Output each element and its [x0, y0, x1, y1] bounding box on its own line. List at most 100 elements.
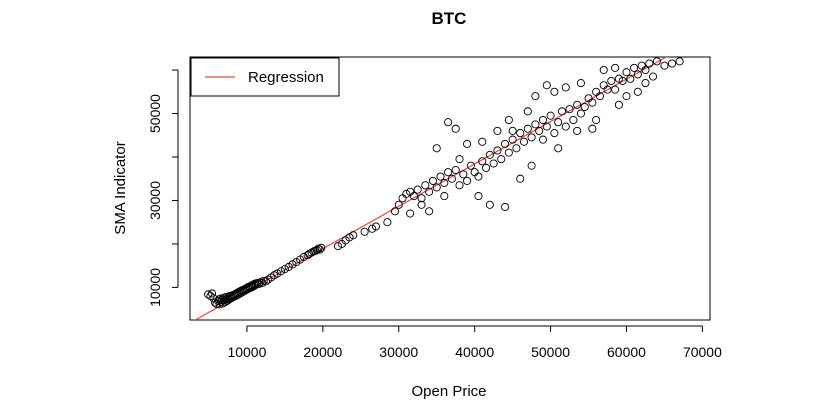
- x-tick-label: 20000: [303, 344, 342, 360]
- data-point: [463, 176, 472, 185]
- data-point: [519, 137, 529, 146]
- data-point: [345, 233, 354, 242]
- data-point: [317, 243, 326, 252]
- data-point: [478, 157, 487, 166]
- data-point: [314, 244, 323, 253]
- data-point: [633, 87, 642, 96]
- data-point: [618, 76, 627, 85]
- data-point: [573, 126, 582, 135]
- data-point: [432, 183, 441, 192]
- data-point: [444, 118, 453, 127]
- data-point: [569, 115, 578, 125]
- data-point: [599, 65, 608, 75]
- data-point: [588, 124, 597, 133]
- data-point: [561, 122, 570, 131]
- data-point: [277, 267, 286, 276]
- data-point: [614, 100, 623, 109]
- data-point: [573, 100, 582, 109]
- legend: Regression: [190, 57, 340, 97]
- data-point: [527, 133, 536, 142]
- points-layer: [204, 57, 684, 309]
- data-point: [417, 194, 426, 203]
- data-point: [660, 61, 669, 70]
- data-point: [611, 63, 620, 72]
- x-tick-label: 40000: [455, 344, 494, 360]
- data-point: [595, 92, 604, 101]
- data-point: [280, 265, 289, 274]
- data-point: [455, 181, 464, 190]
- data-point: [489, 159, 498, 168]
- data-point: [580, 102, 589, 112]
- data-point: [307, 248, 316, 257]
- data-point: [554, 118, 563, 127]
- data-point: [576, 79, 585, 88]
- data-point: [652, 57, 661, 66]
- data-point: [333, 242, 343, 251]
- data-point: [523, 124, 532, 133]
- data-point: [637, 61, 646, 70]
- data-point: [630, 63, 639, 72]
- data-point: [611, 85, 620, 94]
- data-point: [626, 74, 635, 83]
- data-point: [390, 207, 400, 216]
- data-point: [474, 172, 483, 181]
- data-point: [258, 278, 267, 288]
- data-point: [402, 189, 411, 198]
- data-point: [440, 179, 449, 188]
- data-point: [531, 92, 540, 101]
- data-point: [527, 161, 536, 170]
- y-tick-label: 30000: [147, 181, 163, 220]
- data-point: [607, 76, 616, 85]
- data-point: [504, 148, 513, 157]
- data-point: [409, 192, 418, 201]
- data-point: [474, 192, 483, 201]
- data-point: [394, 200, 403, 209]
- data-point: [451, 124, 460, 133]
- data-point: [542, 81, 551, 90]
- data-point: [440, 192, 449, 201]
- data-point: [538, 135, 548, 144]
- data-point: [523, 107, 532, 116]
- data-point: [459, 170, 468, 179]
- x-tick-label: 50000: [531, 344, 570, 360]
- data-point: [512, 144, 521, 153]
- y-axis: 10000 30000 50000: [147, 69, 179, 307]
- data-point: [641, 79, 650, 88]
- data-point: [398, 194, 407, 203]
- data-point: [493, 146, 502, 155]
- x-tick-label: 10000: [227, 344, 266, 360]
- data-point: [516, 129, 525, 138]
- data-point: [592, 115, 601, 125]
- data-point: [485, 200, 494, 209]
- data-point: [561, 83, 570, 92]
- data-point: [675, 57, 684, 66]
- data-point: [261, 277, 270, 286]
- data-point: [667, 59, 677, 68]
- data-point: [253, 278, 262, 288]
- data-point: [432, 144, 441, 153]
- x-axis: 10000 20000 30000 40000 50000 60000 70000: [227, 325, 722, 360]
- y-tick-label: 10000: [147, 268, 163, 307]
- data-point: [312, 245, 321, 255]
- data-point: [470, 168, 479, 177]
- data-point: [622, 68, 631, 77]
- data-point: [599, 81, 608, 90]
- data-point: [371, 222, 381, 231]
- regression-line: [193, 57, 668, 320]
- data-point: [516, 174, 525, 183]
- data-point: [466, 161, 475, 170]
- data-point: [482, 163, 491, 172]
- x-tick-label: 30000: [379, 344, 418, 360]
- data-point: [485, 150, 494, 159]
- data-point: [614, 74, 623, 83]
- data-point: [565, 105, 574, 114]
- y-axis-label: SMA Indicator: [112, 141, 129, 234]
- data-point: [531, 120, 540, 129]
- data-point: [645, 59, 654, 68]
- data-point: [421, 181, 430, 190]
- data-point: [349, 231, 358, 240]
- data-point: [360, 227, 369, 236]
- data-point: [633, 70, 642, 79]
- data-point: [425, 207, 434, 216]
- data-point: [550, 129, 559, 138]
